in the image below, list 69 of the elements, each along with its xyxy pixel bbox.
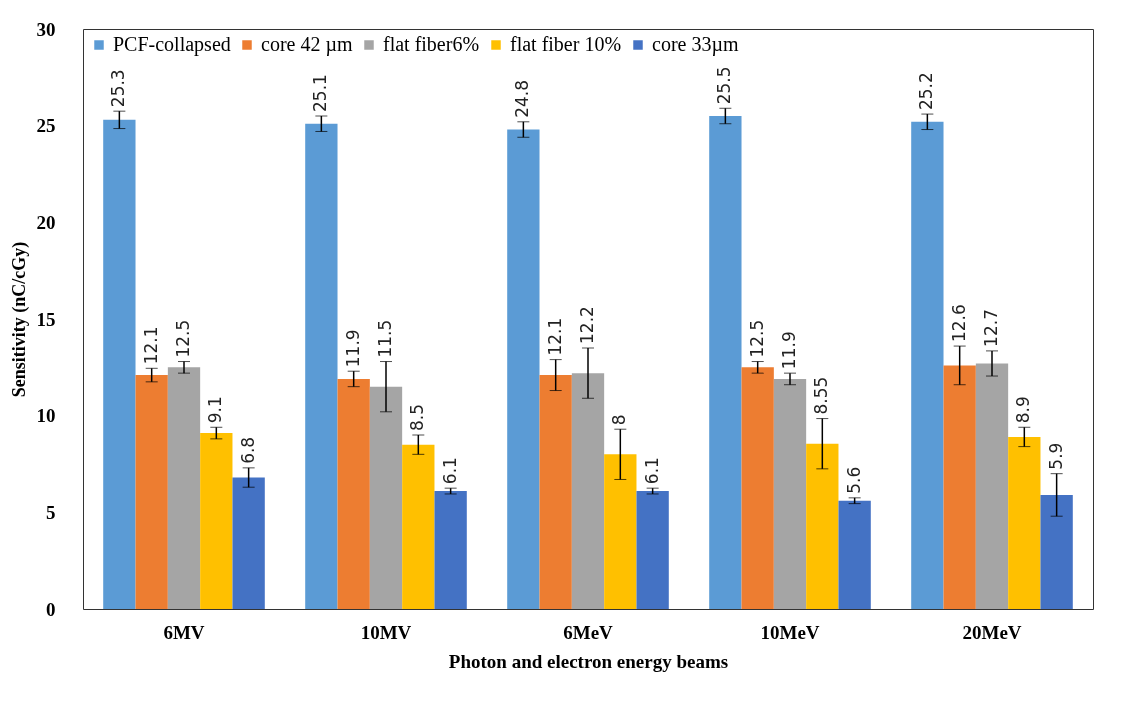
y-tick-label: 0 [46,598,56,620]
bar [741,367,774,609]
bar [943,365,976,609]
bar [636,491,669,609]
bar [773,378,807,609]
data-label: 6.1 [439,457,460,485]
bar [305,123,338,609]
y-tick-label: 25 [36,115,56,137]
data-label: 25.3 [108,69,129,108]
bar [838,500,871,609]
bar [135,375,168,609]
y-tick-label: 30 [36,18,56,40]
data-label: 11.9 [779,331,799,370]
bar [232,477,265,609]
legend-label: core 42 µm [261,33,353,56]
y-tick-label: 20 [36,211,56,233]
bar [911,121,944,609]
bar [975,363,1009,609]
data-label: 5.9 [1045,442,1066,470]
bar [709,116,742,609]
data-label: 12.6 [948,304,969,343]
legend-label: PCF-collapsed [113,33,231,56]
data-label: 12.1 [140,326,161,365]
data-label: 8.9 [1013,396,1034,424]
data-label: 11.9 [342,329,363,368]
legend-label: flat fiber 10% [510,33,622,55]
bar [571,373,605,609]
data-label: 6.1 [641,457,662,485]
data-label: 11.5 [375,319,395,358]
data-label: 24.8 [512,79,533,118]
y-axis-title: Sensitivity (nC/cGy) [8,241,30,398]
x-tick-label: 10MV [360,621,412,643]
y-tick-label: 10 [36,405,56,427]
data-label: 12.5 [746,319,767,358]
data-label: 25.2 [916,72,937,111]
bar [539,375,572,609]
data-label: 8.55 [811,376,832,415]
bar [103,119,136,609]
data-label: 25.5 [714,66,735,105]
data-label: 12.1 [544,317,565,356]
bar [337,378,370,609]
x-tick-label: 10MeV [760,621,820,643]
bar [167,367,201,609]
bar [434,491,467,609]
data-label: 5.6 [843,466,864,494]
bar [604,454,637,609]
data-label: 12.7 [981,309,1001,347]
x-axis-title: Photon and electron energy beams [448,650,729,672]
y-tick-label: 5 [46,501,56,523]
bar [369,386,403,609]
bar [1040,494,1073,609]
legend-label: flat fiber6% [383,33,480,55]
bar [402,444,435,609]
bar [806,443,839,609]
data-label: 25.1 [310,74,331,112]
x-tick-label: 6MV [163,621,205,643]
bar [1008,436,1041,609]
data-label: 8.5 [407,403,428,431]
data-label: 12.5 [173,319,193,358]
x-tick-label: 20MeV [962,621,1022,643]
data-label: 8 [609,414,630,426]
y-tick-label: 15 [36,308,56,330]
legend-label: core 33µm [652,33,739,56]
bar [507,129,540,609]
data-label: 6.8 [237,436,258,464]
x-tick-label: 6MeV [563,621,614,643]
data-label: 9.1 [205,396,226,424]
data-label: 12.2 [577,306,597,344]
bar [200,433,233,609]
